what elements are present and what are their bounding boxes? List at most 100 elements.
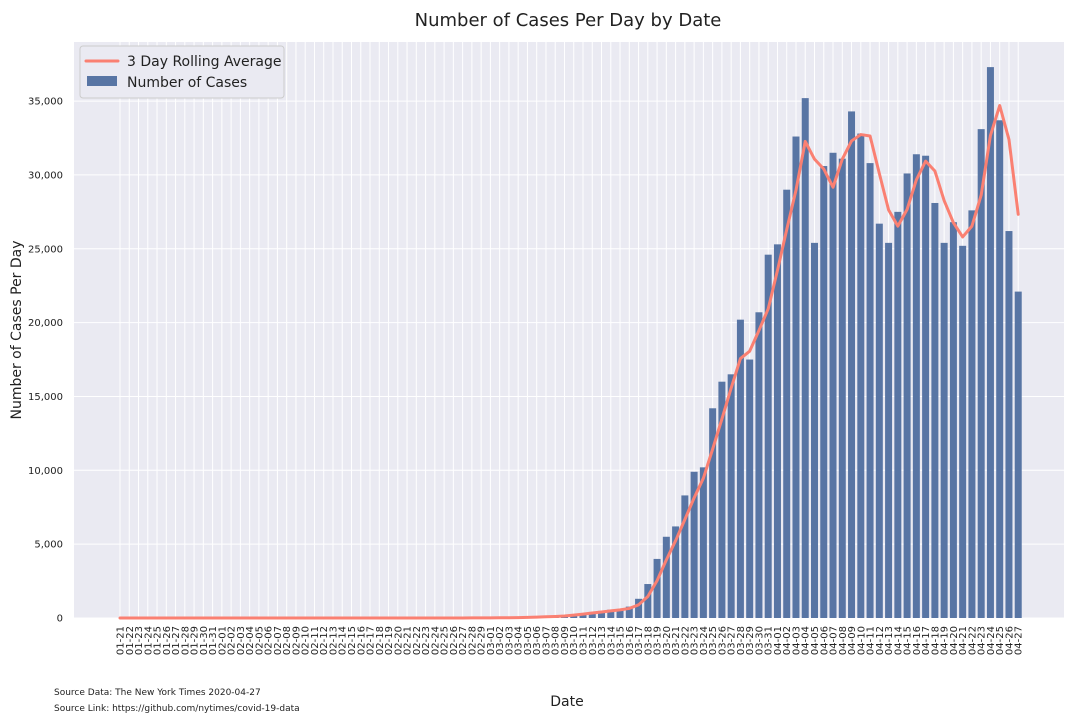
bar bbox=[838, 158, 846, 618]
x-tick-label: 03-09 bbox=[560, 626, 571, 655]
x-tick-label: 03-15 bbox=[616, 626, 627, 655]
x-tick-label: 03-31 bbox=[764, 626, 775, 655]
x-tick-label: 02-13 bbox=[328, 626, 339, 655]
x-tick-label: 03-30 bbox=[754, 626, 765, 655]
x-tick-label: 03-20 bbox=[662, 626, 673, 655]
x-tick-label: 04-01 bbox=[773, 626, 784, 655]
x-tick-label: 03-05 bbox=[523, 626, 534, 655]
y-axis-ticks: 0 5,000 10,000 15,000 20,000 25,000 30,000 35,0… bbox=[28, 97, 63, 625]
source-link-note: Source Link: https://github.com/nytimes/… bbox=[54, 704, 300, 714]
x-tick-label: 02-07 bbox=[273, 626, 284, 655]
x-tick-label: 02-03 bbox=[236, 626, 247, 655]
legend-swatch-number-of-cases bbox=[87, 76, 117, 86]
x-tick-label: 01-29 bbox=[190, 626, 201, 655]
source-data-note: Source Data: The New York Times 2020-04-… bbox=[54, 688, 261, 698]
bar bbox=[848, 111, 856, 619]
x-tick-label: 01-28 bbox=[180, 626, 191, 655]
x-tick-label: 04-21 bbox=[958, 626, 969, 655]
bar bbox=[653, 558, 661, 618]
bar bbox=[662, 536, 670, 618]
x-tick-label: 03-04 bbox=[514, 626, 525, 655]
bar bbox=[959, 245, 967, 618]
x-tick-label: 04-13 bbox=[884, 626, 895, 655]
bar bbox=[690, 471, 698, 618]
bar bbox=[977, 129, 985, 618]
x-tick-label: 04-07 bbox=[829, 626, 840, 655]
x-tick-label: 02-18 bbox=[375, 626, 386, 655]
y-tick-label: 20,000 bbox=[28, 318, 63, 329]
x-tick-label: 03-02 bbox=[495, 626, 506, 655]
x-tick-label: 01-22 bbox=[125, 626, 136, 655]
x-tick-label: 02-23 bbox=[421, 626, 432, 655]
bar bbox=[968, 210, 976, 618]
x-tick-label: 02-12 bbox=[319, 626, 330, 655]
bar bbox=[912, 154, 920, 618]
x-tick-label: 04-22 bbox=[967, 626, 978, 655]
x-tick-label: 04-11 bbox=[866, 626, 877, 655]
x-tick-label: 02-11 bbox=[310, 626, 321, 655]
x-tick-label: 02-15 bbox=[347, 626, 358, 655]
bar bbox=[885, 242, 893, 619]
x-tick-label: 03-21 bbox=[671, 626, 682, 655]
bar bbox=[644, 584, 652, 618]
bar bbox=[616, 608, 624, 618]
x-tick-label: 02-02 bbox=[227, 626, 238, 655]
bar bbox=[1014, 291, 1022, 618]
x-tick-label: 02-25 bbox=[440, 626, 451, 655]
x-tick-label: 04-14 bbox=[893, 626, 904, 655]
bar bbox=[857, 133, 865, 618]
x-tick-label: 04-15 bbox=[903, 626, 914, 655]
x-tick-label: 02-09 bbox=[291, 626, 302, 655]
bar bbox=[875, 223, 883, 618]
x-tick-label: 03-03 bbox=[504, 626, 515, 655]
x-tick-label: 03-19 bbox=[653, 626, 664, 655]
bar bbox=[894, 211, 902, 618]
x-tick-label: 03-06 bbox=[532, 626, 543, 655]
bar bbox=[727, 374, 735, 618]
x-tick-label: 03-14 bbox=[606, 626, 617, 655]
x-tick-label: 04-17 bbox=[921, 626, 932, 655]
x-tick-label: 02-05 bbox=[254, 626, 265, 655]
x-tick-label: 04-18 bbox=[930, 626, 941, 655]
x-tick-label: 03-23 bbox=[690, 626, 701, 655]
x-tick-label: 03-16 bbox=[625, 626, 636, 655]
legend-label-rolling-average: 3 Day Rolling Average bbox=[127, 54, 282, 70]
bar bbox=[931, 202, 939, 619]
x-tick-label: 02-16 bbox=[356, 626, 367, 655]
x-tick-label: 02-27 bbox=[458, 626, 469, 655]
x-tick-label: 04-03 bbox=[791, 626, 802, 655]
bar bbox=[625, 606, 633, 618]
x-tick-label: 01-31 bbox=[208, 626, 219, 655]
bar bbox=[986, 67, 994, 619]
bar bbox=[588, 611, 596, 618]
x-tick-label: 03-11 bbox=[579, 626, 590, 655]
x-tick-label: 04-08 bbox=[838, 626, 849, 655]
bar bbox=[866, 163, 874, 619]
x-tick-label: 02-14 bbox=[338, 626, 349, 655]
bar-series bbox=[116, 67, 1022, 619]
rolling-average-line bbox=[118, 104, 1020, 620]
bar bbox=[940, 242, 948, 619]
x-tick-label: 03-28 bbox=[736, 626, 747, 655]
x-tick-label: 04-19 bbox=[940, 626, 951, 655]
x-axis-ticks: 01-2101-2201-2301-2401-2501-2601-2701-28… bbox=[116, 626, 1025, 655]
y-tick-label: 30,000 bbox=[28, 170, 63, 181]
bar bbox=[996, 120, 1004, 618]
bar bbox=[746, 359, 754, 618]
bar bbox=[801, 98, 809, 619]
x-tick-label: 01-24 bbox=[143, 626, 154, 655]
x-tick-label: 01-30 bbox=[199, 626, 210, 655]
y-tick-label: 15,000 bbox=[28, 392, 63, 403]
x-tick-label: 03-18 bbox=[643, 626, 654, 655]
x-tick-label: 02-08 bbox=[282, 626, 293, 655]
bar bbox=[709, 408, 717, 618]
x-tick-label: 03-08 bbox=[551, 626, 562, 655]
x-tick-label: 01-26 bbox=[162, 626, 173, 655]
bar bbox=[811, 242, 818, 619]
bar bbox=[718, 381, 726, 618]
x-tick-label: 02-24 bbox=[430, 626, 441, 655]
x-tick-label: 01-21 bbox=[116, 626, 127, 655]
x-tick-label: 04-04 bbox=[801, 626, 812, 655]
bar bbox=[598, 610, 606, 618]
